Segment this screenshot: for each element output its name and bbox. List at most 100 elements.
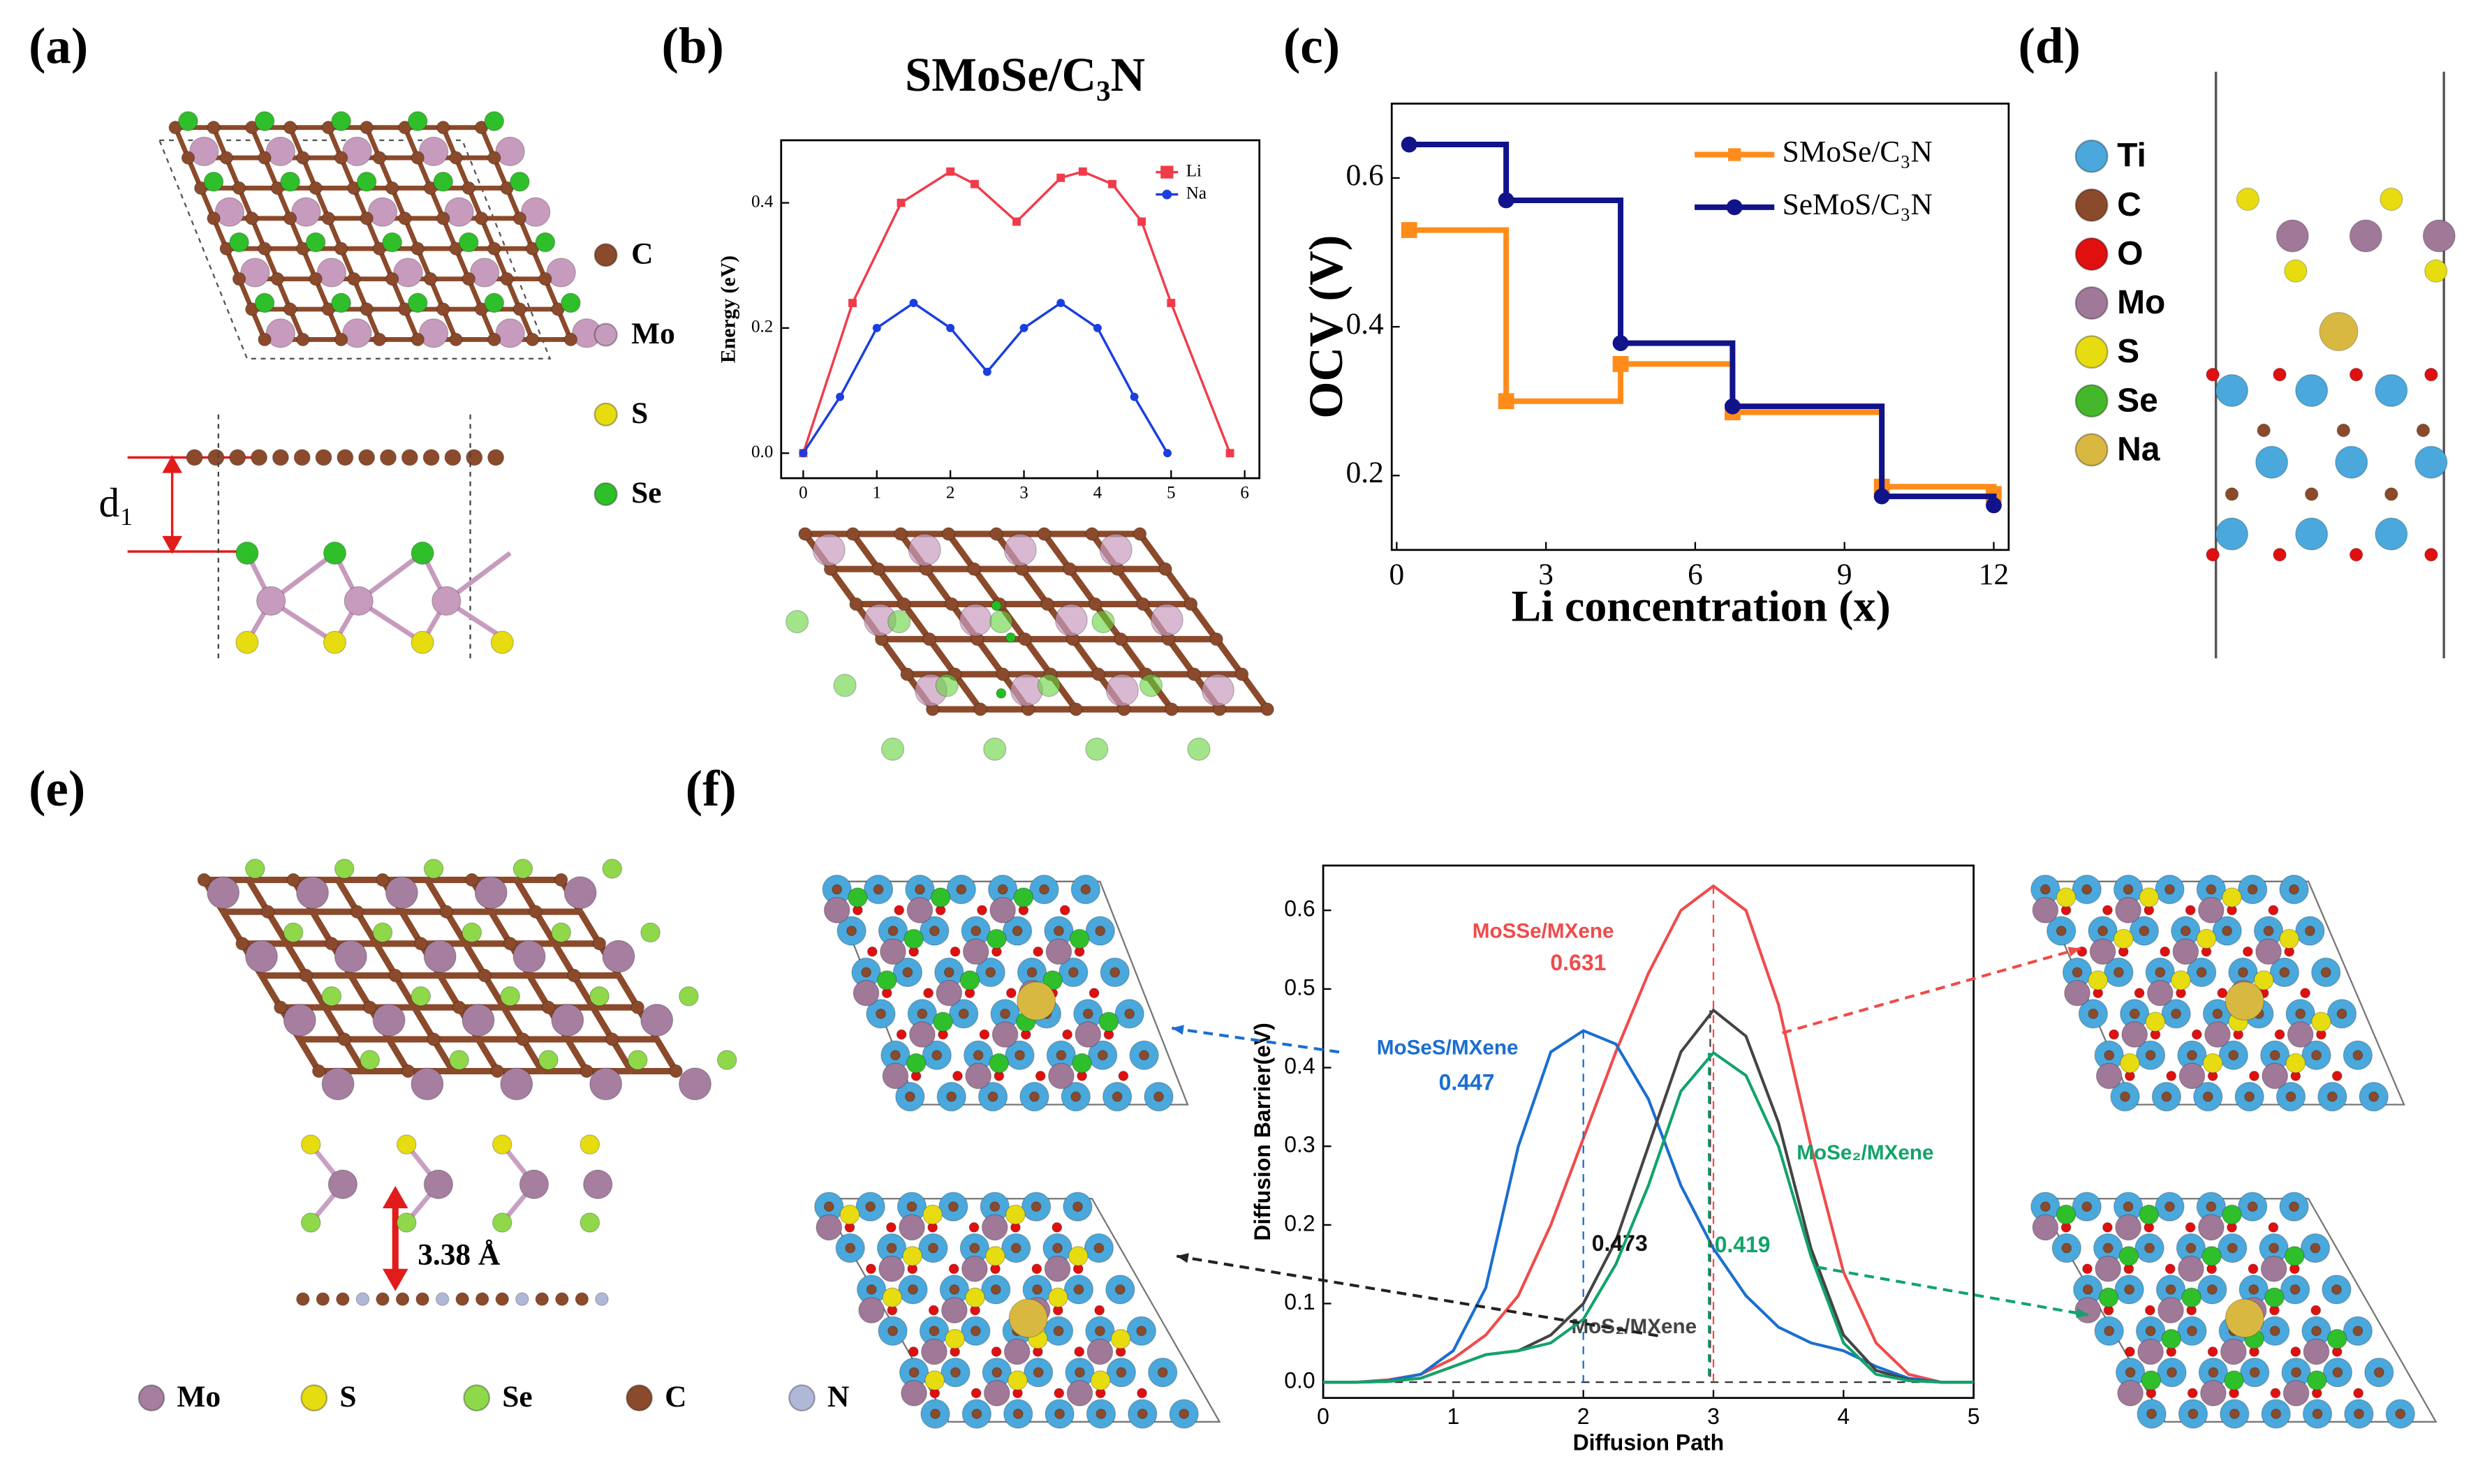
x-tick-label: 2 (1577, 1404, 1590, 1429)
atom (1074, 1346, 1085, 1357)
atom (930, 887, 951, 907)
atom (2349, 367, 2363, 382)
pointer-arrow (1782, 947, 2081, 1034)
bond (827, 567, 859, 607)
atom (605, 1032, 619, 1046)
atom (2269, 1050, 2280, 1061)
bond (1041, 532, 1072, 571)
atom (2274, 1029, 2285, 1040)
atom (2424, 367, 2438, 382)
atom (492, 1212, 512, 1233)
y-tick-label: 0.1 (1284, 1289, 1315, 1314)
atom (356, 172, 377, 192)
marker (1163, 449, 1172, 458)
atom (589, 986, 610, 1007)
bond (923, 567, 954, 607)
legend-swatch (300, 1384, 328, 1412)
atom (561, 292, 581, 313)
atom (2121, 1021, 2148, 1048)
atom (589, 1067, 623, 1101)
atom (232, 181, 246, 195)
atom (436, 120, 450, 135)
atom (969, 1242, 980, 1254)
atom (254, 292, 275, 313)
atom (2206, 1201, 2217, 1212)
atom (886, 1242, 897, 1254)
y-axis-title: Diffusion Barrier(eV) (1250, 1023, 1275, 1241)
atom (580, 1064, 593, 1078)
marker (1724, 398, 1741, 415)
atom (1018, 632, 1032, 646)
atom (1097, 1050, 1108, 1061)
atom (1039, 884, 1049, 895)
atom (2326, 1091, 2338, 1102)
atom (2212, 1008, 2223, 1019)
marker (897, 198, 906, 207)
atom (2215, 374, 2248, 407)
atom (1114, 1284, 1126, 1295)
atom (2141, 1370, 2162, 1390)
chart-title: SMoSe/C₃N (905, 48, 1145, 101)
bond (945, 532, 977, 571)
atom (1072, 1053, 1092, 1074)
atom (2088, 1008, 2099, 1019)
legend-label: Ti (2117, 138, 2146, 175)
atom (1095, 1326, 1105, 1337)
marker (1873, 488, 1890, 505)
atom (2200, 1379, 2227, 1407)
atom (251, 449, 268, 466)
x-tick-label: 3 (1707, 1404, 1720, 1429)
atom (915, 884, 925, 895)
atom (928, 1242, 938, 1254)
atom (487, 332, 501, 347)
atom (474, 212, 489, 225)
legend-swatch (2074, 237, 2109, 271)
atom (2113, 928, 2134, 949)
legend-label: Mo (631, 317, 675, 350)
atom (435, 1292, 450, 1306)
atom (2275, 219, 2309, 253)
atom (923, 988, 934, 999)
atom (484, 111, 505, 131)
atom (342, 136, 372, 167)
legend-swatch (2074, 335, 2109, 369)
pointer-head (1172, 1025, 1184, 1035)
atom (2295, 517, 2329, 551)
atom (1091, 667, 1105, 681)
atom (2207, 1346, 2218, 1357)
atom (258, 151, 272, 165)
marker (799, 449, 808, 458)
atom (363, 1000, 377, 1014)
atom (2375, 517, 2408, 551)
structures (158, 71, 2456, 1429)
atom (846, 926, 857, 937)
bond (1070, 637, 1101, 676)
atom (2424, 259, 2448, 283)
atom (861, 967, 871, 978)
atom (258, 242, 272, 255)
bond (1067, 567, 1098, 607)
atom (1110, 1328, 1131, 1349)
bond (1239, 672, 1270, 711)
bond (901, 602, 932, 641)
legend-swatch (593, 482, 618, 507)
legend-label: Mo (177, 1380, 221, 1413)
atom (865, 1263, 876, 1275)
atom (894, 527, 908, 541)
atom (2164, 1201, 2175, 1212)
atom (1003, 1338, 1031, 1365)
atom (360, 1050, 380, 1070)
atom (296, 151, 310, 165)
pointer-head (1177, 1253, 1189, 1263)
marker (1108, 179, 1116, 188)
atom (2271, 1409, 2282, 1419)
y-tick-label: 0.4 (1346, 307, 1385, 341)
series-line (1323, 884, 1974, 1384)
marker (1612, 355, 1629, 372)
atom (398, 212, 412, 225)
atom (1112, 1091, 1123, 1102)
atom (965, 1062, 991, 1090)
marker (1130, 392, 1139, 401)
atom (2395, 1409, 2406, 1419)
atom (2123, 1201, 2134, 1212)
